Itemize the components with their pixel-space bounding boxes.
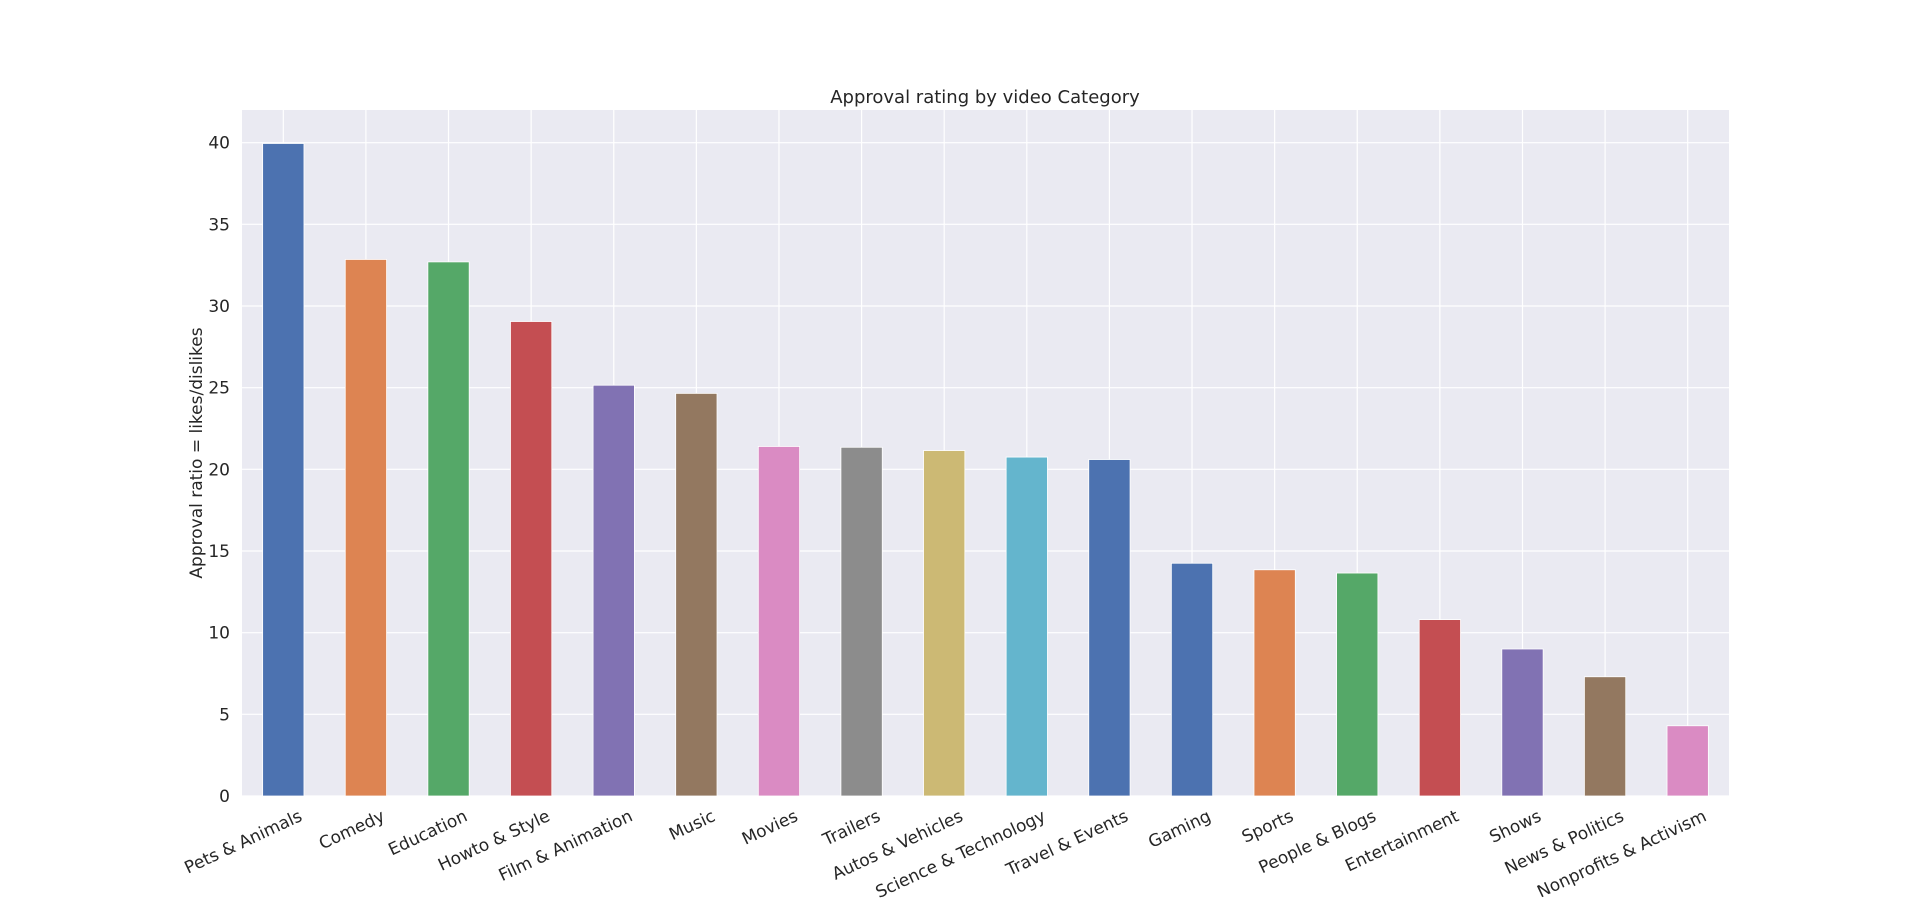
y-tick-label: 25 xyxy=(208,379,230,399)
bar-movies xyxy=(757,446,801,797)
bar-news-politics xyxy=(1584,676,1627,797)
bar-howto-style xyxy=(510,321,553,797)
x-tick-label: Sports xyxy=(1239,806,1297,847)
x-tick-label: Gaming xyxy=(1145,806,1214,852)
y-tick-label: 30 xyxy=(208,297,230,317)
y-tick-label: 40 xyxy=(208,134,230,154)
bar-music xyxy=(675,392,718,797)
bar-travel-events xyxy=(1088,459,1131,797)
bar-sports xyxy=(1253,569,1296,797)
bar-gaming xyxy=(1170,562,1214,797)
y-tick-label: 20 xyxy=(208,460,230,480)
x-tick-label: Comedy xyxy=(316,806,388,854)
bar-people-blogs xyxy=(1336,572,1379,797)
x-tick-label: Film & Animation xyxy=(496,806,636,886)
x-tick-label: Movies xyxy=(739,806,801,849)
bar-shows xyxy=(1501,648,1544,797)
chart-title: Approval rating by video Category xyxy=(830,87,1140,108)
y-tick-label: 15 xyxy=(208,542,230,562)
y-tick-label: 35 xyxy=(208,215,230,235)
y-axis-label: Approval ratio = likes/dislikes xyxy=(187,327,207,578)
y-tick-label: 0 xyxy=(219,787,230,807)
bar-science-technology xyxy=(1005,456,1048,797)
bar-education xyxy=(427,261,470,797)
bar-nonprofits-activism xyxy=(1666,725,1709,797)
bar-trailers xyxy=(840,446,883,797)
x-tick-label: Music xyxy=(666,806,718,845)
x-tick-label: Pets & Animals xyxy=(182,806,306,878)
y-tick-label: 10 xyxy=(208,624,230,644)
bars xyxy=(262,143,1709,797)
bar-film-animation xyxy=(592,384,635,797)
y-axis-ticks: 0 5 10 15 20 25 30 35 40 xyxy=(208,134,230,807)
x-tick-label: Trailers xyxy=(819,806,884,850)
x-tick-label: Shows xyxy=(1487,806,1545,847)
bar-entertainment xyxy=(1418,619,1461,797)
bar-autos-vehicles xyxy=(923,450,966,797)
bar-pets-animals xyxy=(262,143,305,797)
bar-comedy xyxy=(344,259,387,797)
y-tick-label: 5 xyxy=(219,705,230,725)
